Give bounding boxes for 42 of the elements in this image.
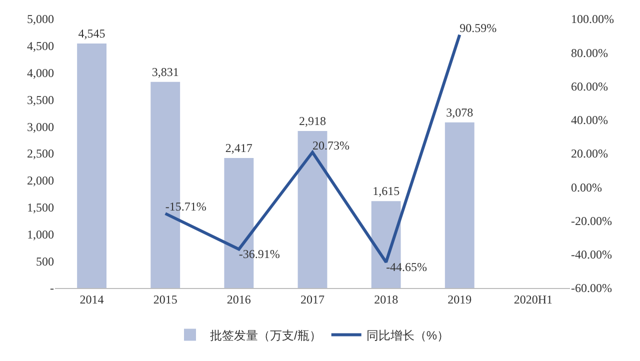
data-label: 90.59% [460,20,497,35]
data-label: 1,615 [372,184,400,198]
data-label: 20.73% [312,138,350,152]
y-tick-label: 1,000 [27,227,54,242]
x-tick-label: 2018 [374,292,398,306]
x-tick-label: 2019 [448,292,472,306]
data-label: 3,078 [446,105,474,120]
legend-label: 批签发量（万支/瓶） [210,328,322,342]
y-tick-label: 4,500 [27,39,54,54]
legend-label: 同比增长（%） [366,328,450,342]
x-tick-label: 2017 [300,292,324,306]
bar [444,122,474,288]
y-tick-label: 3,000 [27,120,54,134]
y-tick-label: 2,000 [27,174,54,188]
y-tick-label: 1,500 [27,200,54,214]
x-tick-label: 2020H1 [514,292,553,306]
y-tick-label: 2,500 [27,146,54,161]
y2-tick-label: 20.00% [571,146,608,161]
data-label: 4,545 [78,26,106,40]
x-tick-label: 2016 [226,292,251,306]
y2-tick-label: -60.00% [571,281,612,296]
bar [77,43,106,288]
y-tick-label: 3,500 [27,92,54,107]
y2-tick-label: -40.00% [571,248,612,262]
y-tick-label: - [50,281,54,296]
x-tick-label: 2014 [80,292,104,306]
data-label: -15.71% [165,200,206,214]
y-tick-label: 4,000 [27,66,54,80]
data-label: 3,831 [152,64,179,79]
y2-tick-label: -20.00% [571,214,612,228]
data-label: -44.65% [386,260,428,274]
y2-tick-label: 60.00% [571,79,608,94]
y2-tick-label: 80.00% [571,46,608,60]
y2-tick-label: 0.00% [571,180,602,194]
data-label: 2,918 [299,114,326,128]
y2-tick-label: 40.00% [571,113,608,128]
x-tick-label: 2015 [153,292,178,306]
y2-tick-label: 100.00% [571,12,614,26]
y-tick-label: 500 [36,254,54,268]
y-tick-label: 5,000 [27,12,54,26]
data-label: 2,417 [225,140,252,155]
data-label: -36.91% [238,247,280,262]
